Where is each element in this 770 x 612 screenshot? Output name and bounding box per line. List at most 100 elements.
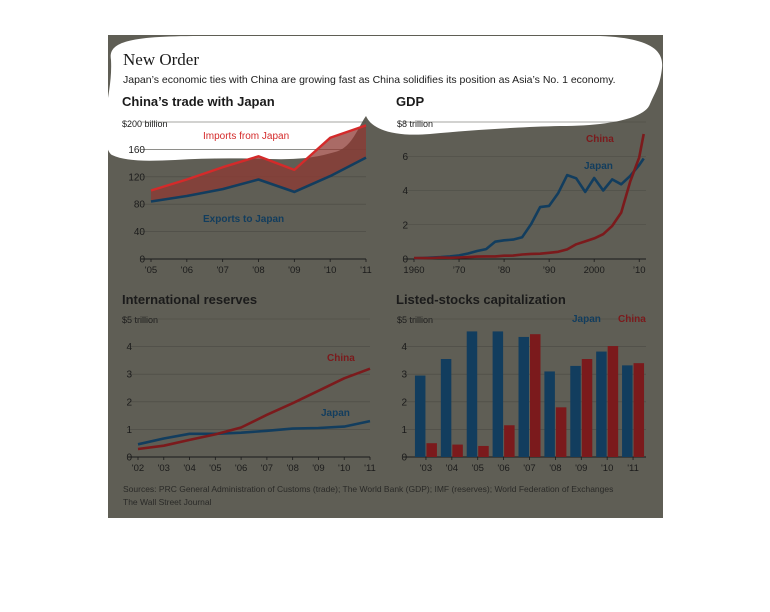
trade-chart-title: China’s trade with Japan xyxy=(122,94,275,109)
china-stock-bar xyxy=(607,346,619,457)
japan-stock-bar xyxy=(440,359,452,457)
reserves-xtick-label: '04 xyxy=(183,463,195,474)
japan-stock-bar xyxy=(622,365,633,457)
japan-gdp-line xyxy=(413,157,645,260)
stocks-xtick-label: '04 xyxy=(446,463,458,474)
gdp-xtick-label: ’90 xyxy=(543,265,556,276)
china-stocks-legend: China xyxy=(618,314,646,325)
china-stock-bar xyxy=(555,407,567,457)
trade-xtick-label: '11 xyxy=(360,265,372,276)
trade-ytick-label: 80 xyxy=(134,200,146,211)
stocks-xtick-label: '10 xyxy=(601,463,613,474)
sources-note: Sources: PRC General Administration of C… xyxy=(123,484,614,494)
stocks-xtick-label: '06 xyxy=(497,463,509,474)
trade-deficit-band xyxy=(151,125,366,202)
reserves-xtick-label: '03 xyxy=(158,463,170,474)
trade-xtick-label: '06 xyxy=(181,265,193,276)
stocks-chart-unit: $5 trillion xyxy=(397,315,434,325)
trade-xtick-label: '08 xyxy=(252,265,264,276)
exports-series-label: Exports to Japan xyxy=(203,214,284,225)
reserves-ytick-label: 1 xyxy=(126,425,132,436)
reserves-xtick-label: '11 xyxy=(364,463,376,474)
trade-ytick-label: 40 xyxy=(134,227,146,238)
gdp-xtick-label: ’80 xyxy=(498,265,511,276)
stocks-xtick-label: '08 xyxy=(549,463,561,474)
china-stock-bar xyxy=(504,425,515,457)
gdp-chart-unit: $8 trillion xyxy=(397,119,434,129)
japan-stock-bar xyxy=(596,351,607,457)
trade-xtick-label: '09 xyxy=(288,265,300,276)
stocks-xtick-label: '05 xyxy=(472,463,484,474)
exports-series-line xyxy=(150,156,367,203)
china-reserves-label: China xyxy=(327,353,355,364)
trade-xtick-label: '10 xyxy=(324,265,336,276)
stocks-ytick-label: 1 xyxy=(401,425,407,436)
china-stock-bar xyxy=(530,334,541,457)
japan-reserves-line xyxy=(137,419,371,446)
japan-stock-bar xyxy=(570,365,581,457)
imports-series-label: Imports from Japan xyxy=(203,131,289,142)
stocks-xtick-label: '09 xyxy=(575,463,587,474)
gdp-ytick-label: 4 xyxy=(402,186,408,197)
reserves-chart-title: International reserves xyxy=(122,292,258,307)
china-stock-bar xyxy=(426,443,437,457)
china-stock-bar xyxy=(633,363,645,457)
china-stock-bar xyxy=(581,359,593,457)
stocks-xtick-label: '11 xyxy=(627,463,639,474)
trade-chart-unit: $200 billion xyxy=(122,119,168,129)
stocks-xtick-label: '03 xyxy=(420,463,432,474)
page-title: New Order xyxy=(123,50,199,69)
china-stock-bar xyxy=(452,444,463,457)
stocks-xtick-label: '07 xyxy=(523,463,535,474)
reserves-chart-unit: $5 trillion xyxy=(122,315,159,325)
reserves-xtick-label: '02 xyxy=(132,463,144,474)
page-subtitle: Japan’s economic ties with China are gro… xyxy=(123,74,616,86)
china-gdp-label: China xyxy=(586,134,614,145)
reserves-ytick-label: 0 xyxy=(126,453,132,464)
stocks-ytick-label: 0 xyxy=(401,453,407,464)
gdp-chart-title: GDP xyxy=(396,94,425,109)
trade-ytick-label: 0 xyxy=(139,255,145,266)
japan-stock-bar xyxy=(466,331,478,457)
reserves-xtick-label: '07 xyxy=(261,463,273,474)
gdp-ytick-label: 2 xyxy=(402,220,408,231)
china-stock-bar xyxy=(478,445,489,457)
stocks-ytick-label: 3 xyxy=(401,370,407,381)
reserves-ytick-label: 3 xyxy=(126,370,132,381)
china-reserves-line xyxy=(137,367,371,451)
gdp-ytick-label: 0 xyxy=(402,255,408,266)
reserves-xtick-label: '05 xyxy=(209,463,221,474)
japan-stock-bar xyxy=(492,331,504,457)
gdp-xtick-label: 1960 xyxy=(403,265,424,276)
trade-ytick-label: 160 xyxy=(128,145,145,156)
credit-line: The Wall Street Journal xyxy=(123,497,212,507)
gdp-xtick-label: ’10 xyxy=(633,265,646,276)
imports-series-line xyxy=(150,124,367,192)
japan-stocks-legend: Japan xyxy=(572,314,601,325)
trade-xtick-label: '05 xyxy=(145,265,157,276)
trade-ytick-label: 120 xyxy=(128,172,145,183)
reserves-xtick-label: '09 xyxy=(312,463,324,474)
gdp-xtick-label: 2000 xyxy=(584,265,605,276)
trade-xtick-label: '07 xyxy=(216,265,228,276)
reserves-xtick-label: '06 xyxy=(235,463,247,474)
japan-gdp-label: Japan xyxy=(584,161,613,172)
japan-stock-bar xyxy=(518,336,529,457)
china-gdp-line xyxy=(413,133,645,260)
japan-stock-bar xyxy=(544,371,555,457)
japan-stock-bar xyxy=(414,375,426,457)
reserves-ytick-label: 2 xyxy=(126,397,132,408)
gdp-ytick-label: 6 xyxy=(402,152,408,163)
reserves-ytick-label: 4 xyxy=(126,342,132,353)
gdp-xtick-label: ’70 xyxy=(453,265,466,276)
japan-reserves-label: Japan xyxy=(321,408,350,419)
reserves-xtick-label: '10 xyxy=(338,463,350,474)
stocks-chart-title: Listed-stocks capitalization xyxy=(396,292,566,307)
stocks-ytick-label: 4 xyxy=(401,342,407,353)
reserves-xtick-label: '08 xyxy=(286,463,298,474)
